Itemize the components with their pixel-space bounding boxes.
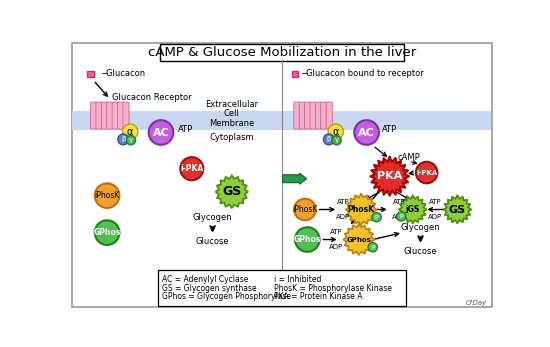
Text: GPhos: GPhos	[346, 237, 371, 243]
Text: AC = Adenylyl Cyclase: AC = Adenylyl Cyclase	[162, 275, 248, 284]
Text: P: P	[371, 245, 375, 250]
Text: GPhos: GPhos	[94, 228, 121, 237]
Text: PhosK = Phosphorylase Kinase: PhosK = Phosphorylase Kinase	[274, 283, 392, 293]
Text: α: α	[127, 127, 133, 137]
FancyBboxPatch shape	[72, 43, 492, 307]
Text: GPhos: GPhos	[294, 235, 321, 244]
Circle shape	[180, 157, 204, 180]
FancyBboxPatch shape	[160, 44, 404, 61]
Circle shape	[368, 243, 377, 252]
Text: ─Glucacon bound to receptor: ─Glucacon bound to receptor	[301, 69, 424, 78]
Circle shape	[328, 124, 343, 139]
Text: β: β	[121, 136, 125, 142]
Text: γ: γ	[334, 137, 339, 143]
Circle shape	[118, 134, 129, 145]
FancyBboxPatch shape	[73, 111, 491, 130]
Text: Extracellular: Extracellular	[205, 100, 258, 109]
Text: Glucose: Glucose	[196, 237, 229, 246]
Text: GPhos = Glycogen Phosphorylase: GPhos = Glycogen Phosphorylase	[162, 292, 291, 301]
Polygon shape	[371, 157, 409, 196]
Text: GS = Glycogen synthase: GS = Glycogen synthase	[162, 283, 256, 293]
Text: iGS: iGS	[406, 205, 420, 214]
Text: Cell
Membrane: Cell Membrane	[209, 109, 255, 128]
Text: cAMP & Glucose Mobilization in the liver: cAMP & Glucose Mobilization in the liver	[148, 46, 416, 59]
Polygon shape	[216, 176, 248, 208]
FancyBboxPatch shape	[294, 102, 300, 129]
Text: GS: GS	[449, 204, 466, 214]
Text: i-PKA: i-PKA	[180, 164, 204, 173]
Circle shape	[397, 212, 406, 221]
FancyBboxPatch shape	[321, 102, 327, 129]
Circle shape	[95, 183, 119, 208]
Polygon shape	[399, 196, 427, 223]
FancyBboxPatch shape	[118, 102, 124, 129]
Text: iPhosK: iPhosK	[292, 205, 318, 214]
FancyBboxPatch shape	[315, 102, 322, 129]
Circle shape	[323, 134, 334, 145]
Circle shape	[294, 199, 316, 220]
FancyBboxPatch shape	[305, 102, 311, 129]
Text: ADP: ADP	[428, 214, 442, 220]
Polygon shape	[343, 224, 375, 255]
FancyBboxPatch shape	[112, 102, 118, 129]
Circle shape	[416, 162, 437, 183]
Polygon shape	[443, 196, 471, 223]
Circle shape	[354, 120, 379, 145]
FancyBboxPatch shape	[107, 102, 113, 129]
Text: α: α	[333, 127, 339, 137]
FancyBboxPatch shape	[101, 102, 107, 129]
FancyBboxPatch shape	[96, 102, 102, 129]
Text: γ: γ	[129, 137, 133, 143]
Text: ADP: ADP	[392, 214, 406, 220]
Text: -: -	[405, 208, 408, 218]
Text: Glycogen: Glycogen	[400, 223, 441, 232]
Text: AC: AC	[152, 127, 169, 137]
Circle shape	[295, 227, 320, 252]
Text: ATP: ATP	[337, 199, 350, 205]
Text: P: P	[399, 214, 403, 219]
FancyBboxPatch shape	[91, 102, 97, 129]
Text: β: β	[327, 136, 331, 142]
Text: Cytoplasm: Cytoplasm	[210, 133, 254, 142]
Text: PKA = Protein Kinase A: PKA = Protein Kinase A	[274, 292, 362, 301]
Text: PhosK: PhosK	[348, 205, 375, 214]
Circle shape	[123, 124, 138, 139]
Text: PKA: PKA	[377, 171, 402, 181]
FancyBboxPatch shape	[292, 70, 299, 77]
Text: iPhosK: iPhosK	[95, 191, 120, 200]
Text: AC: AC	[358, 127, 375, 137]
Text: ADP: ADP	[329, 244, 343, 250]
Circle shape	[95, 220, 119, 245]
Text: GS: GS	[222, 185, 241, 198]
Polygon shape	[346, 194, 377, 225]
FancyArrow shape	[283, 173, 306, 184]
Text: P: P	[375, 215, 378, 220]
Circle shape	[372, 213, 381, 222]
Text: ATP: ATP	[429, 199, 442, 205]
FancyBboxPatch shape	[310, 102, 316, 129]
Text: ADP: ADP	[337, 214, 350, 220]
FancyBboxPatch shape	[123, 102, 129, 129]
Circle shape	[148, 120, 173, 145]
Text: cAMP: cAMP	[397, 153, 420, 162]
Text: O'Day: O'Day	[465, 301, 487, 306]
Text: Glucose: Glucose	[404, 247, 437, 256]
Text: i-PKA: i-PKA	[416, 170, 437, 176]
Text: ─Glucacon: ─Glucacon	[101, 69, 145, 78]
Text: ATP: ATP	[382, 125, 397, 134]
Circle shape	[126, 136, 135, 145]
Text: ATP: ATP	[329, 229, 342, 235]
Circle shape	[332, 136, 341, 145]
FancyBboxPatch shape	[299, 102, 305, 129]
FancyBboxPatch shape	[87, 70, 95, 77]
Text: Glycogen: Glycogen	[192, 213, 233, 222]
FancyBboxPatch shape	[326, 102, 332, 129]
Text: i = Inhibited: i = Inhibited	[274, 275, 322, 284]
Text: Glucacon Receptor: Glucacon Receptor	[112, 93, 192, 102]
FancyBboxPatch shape	[158, 270, 406, 306]
Text: ATP: ATP	[178, 125, 193, 134]
Text: ATP: ATP	[393, 199, 405, 205]
